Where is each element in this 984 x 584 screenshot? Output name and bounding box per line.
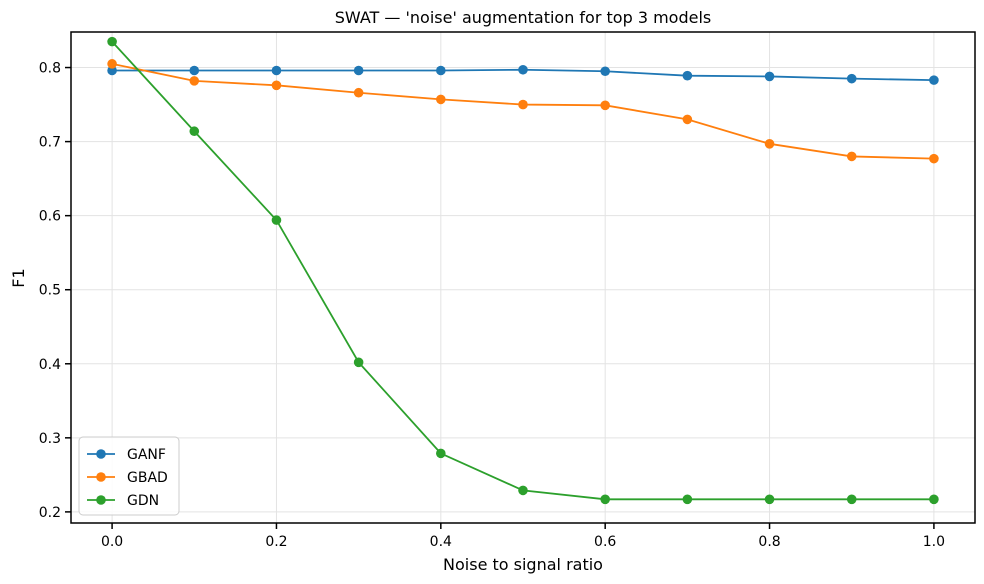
data-point-ganf <box>107 65 117 76</box>
chart-title: SWAT — 'noise' augmentation for top 3 mo… <box>335 8 711 27</box>
series-line-gdn <box>111 41 934 501</box>
y-tick-label: 0.6 <box>39 209 61 225</box>
y-tick-label: 0.5 <box>39 283 61 299</box>
legend-label: GANF <box>127 447 166 463</box>
y-tick-label: 0.7 <box>39 135 61 151</box>
data-point-gdn <box>436 448 446 459</box>
series-gdn <box>107 36 939 505</box>
legend-item-gbad: GBAD <box>87 470 168 486</box>
y-tick-label: 0.8 <box>39 61 61 77</box>
data-point-gdn <box>682 494 693 505</box>
plot-frame <box>70 31 976 524</box>
data-point-gbad <box>189 76 200 86</box>
data-point-gdn <box>518 485 528 496</box>
data-point-gbad <box>436 94 446 105</box>
data-point-gdn <box>353 357 364 368</box>
y-tick-label: 0.3 <box>39 431 61 447</box>
data-point-gbad <box>846 151 857 162</box>
data-point-ganf <box>929 75 939 85</box>
data-point-gdn <box>271 215 282 225</box>
y-axis-label: F1 <box>9 268 28 287</box>
x-tick-label: 0.2 <box>265 534 287 550</box>
series-layer <box>107 36 939 505</box>
y-tick-label: 0.4 <box>39 357 61 373</box>
y-tick-label: 0.2 <box>39 505 61 521</box>
series-gbad <box>107 59 939 164</box>
data-point-gbad <box>764 139 775 149</box>
data-point-gbad <box>929 153 939 164</box>
data-point-gdn <box>846 494 857 505</box>
data-point-ganf <box>189 65 200 76</box>
x-tick-label: 1.0 <box>923 534 945 550</box>
legend-label: GBAD <box>127 470 168 486</box>
legend-marker <box>96 495 106 505</box>
data-point-ganf <box>271 65 282 76</box>
data-point-gdn <box>189 126 200 137</box>
data-point-gbad <box>518 99 528 110</box>
data-point-gbad <box>600 100 610 111</box>
legend-label: GDN <box>127 493 159 509</box>
data-point-ganf <box>353 65 364 76</box>
x-tick-label: 0.6 <box>594 534 616 550</box>
series-ganf <box>107 64 939 85</box>
legend-item-gdn: GDN <box>87 493 159 509</box>
data-point-ganf <box>600 66 610 77</box>
data-point-gdn <box>600 494 610 505</box>
axis-ticks: 0.0 0.2 0.4 0.6 0.8 1.0 0.2 0.3 0.4 0.5 0.6 0.7 0.8 <box>39 61 945 550</box>
legend-marker <box>96 449 106 459</box>
x-tick-label: 0.4 <box>430 534 452 550</box>
x-axis-label: Noise to signal ratio <box>443 555 603 574</box>
data-point-ganf <box>436 65 446 76</box>
data-point-gdn <box>929 494 939 505</box>
data-point-ganf <box>518 64 528 75</box>
data-point-gdn <box>764 494 775 505</box>
x-tick-label: 0.0 <box>101 534 123 550</box>
legend-item-ganf: GANF <box>87 447 166 463</box>
x-tick-label: 0.8 <box>758 534 780 550</box>
data-point-gdn <box>107 36 117 47</box>
data-point-ganf <box>682 70 693 81</box>
legend-marker <box>96 472 106 482</box>
data-point-gbad <box>353 87 364 98</box>
data-point-gbad <box>107 59 117 69</box>
legend: GANF GBAD GDN <box>78 436 180 516</box>
data-point-ganf <box>764 71 775 82</box>
data-point-gbad <box>682 114 693 125</box>
data-point-gbad <box>271 80 282 91</box>
data-point-ganf <box>846 73 857 84</box>
